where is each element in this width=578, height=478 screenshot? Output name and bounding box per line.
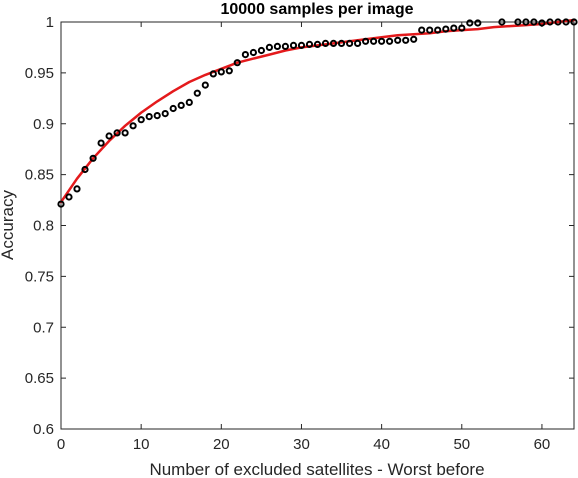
data-point <box>273 42 281 51</box>
data-point <box>233 59 241 67</box>
data-point <box>450 24 458 32</box>
data-point <box>289 41 298 50</box>
data-point <box>442 25 450 33</box>
data-point <box>370 37 378 45</box>
x-tick-label: 60 <box>534 436 551 453</box>
data-point <box>297 41 306 50</box>
data-point <box>570 18 578 26</box>
data-point <box>426 26 434 34</box>
data-point <box>185 98 193 107</box>
data-point <box>193 89 201 97</box>
data-point <box>257 46 265 55</box>
data-point <box>201 81 209 89</box>
chart-title: 10000 samples per image <box>220 1 413 18</box>
x-tick-label: 40 <box>373 436 390 453</box>
x-tick-label: 0 <box>57 436 65 453</box>
data-point <box>73 185 81 193</box>
data-point <box>562 18 570 26</box>
data-point <box>281 42 289 51</box>
data-point <box>169 104 177 113</box>
data-point <box>225 67 233 75</box>
data-point <box>137 116 145 124</box>
y-tick-label: 0.85 <box>25 167 54 184</box>
data-point <box>81 165 89 174</box>
data-point <box>145 113 153 121</box>
data-point <box>97 139 105 147</box>
y-axis: 0.6 0.65 0.7 0.75 0.8 0.85 0.9 0.95 1 <box>25 14 574 438</box>
data-point <box>394 36 402 44</box>
marker-layer <box>57 18 578 208</box>
data-point <box>113 129 121 137</box>
data-point <box>313 40 322 49</box>
data-point <box>522 18 530 26</box>
fit-line-layer <box>59 18 576 204</box>
y-tick-label: 0.7 <box>33 319 54 336</box>
x-tick-label: 30 <box>293 436 310 453</box>
data-point <box>458 24 466 32</box>
y-tick-label: 0.65 <box>25 370 54 387</box>
data-point <box>305 40 314 49</box>
data-point <box>329 39 338 48</box>
data-point <box>89 154 97 162</box>
data-point <box>554 18 562 26</box>
data-point <box>410 35 418 43</box>
y-tick-label: 0.75 <box>25 268 54 285</box>
data-point <box>434 26 442 34</box>
data-point <box>321 39 330 48</box>
y-tick-label: 1 <box>46 14 54 31</box>
data-point <box>514 18 522 26</box>
data-point <box>474 19 482 27</box>
data-point <box>249 48 257 57</box>
data-point <box>241 51 249 59</box>
data-point <box>346 39 354 48</box>
data-point <box>386 37 394 45</box>
y-axis-label: Accuracy <box>0 190 17 260</box>
y-tick-label: 0.95 <box>25 65 54 82</box>
x-tick-label: 20 <box>213 436 230 453</box>
data-point <box>153 112 161 120</box>
data-point <box>538 19 546 27</box>
data-point <box>121 129 129 137</box>
data-point <box>337 39 346 48</box>
x-axis-label: Number of excluded satellites - Worst be… <box>149 460 484 478</box>
data-point <box>378 37 386 45</box>
data-point <box>546 18 554 26</box>
x-axis: 0 10 20 30 40 50 60 <box>57 22 550 453</box>
data-point <box>362 37 370 45</box>
data-point <box>161 110 169 118</box>
data-point <box>129 122 137 130</box>
data-point <box>530 18 538 26</box>
data-point <box>105 132 113 140</box>
data-point <box>177 101 185 110</box>
y-tick-label: 0.6 <box>33 421 54 438</box>
y-tick-label: 0.9 <box>33 116 54 133</box>
data-point <box>265 43 273 52</box>
data-point <box>354 39 362 48</box>
data-point <box>209 70 217 78</box>
y-tick-label: 0.8 <box>33 218 54 235</box>
x-tick-label: 10 <box>133 436 150 453</box>
data-point <box>466 19 474 27</box>
data-point <box>57 200 65 208</box>
data-point <box>498 18 506 26</box>
fit-line <box>59 18 576 204</box>
data-point <box>402 36 410 44</box>
data-point <box>65 193 73 201</box>
data-point <box>217 68 225 76</box>
x-tick-label: 50 <box>453 436 470 453</box>
data-point <box>418 26 426 34</box>
